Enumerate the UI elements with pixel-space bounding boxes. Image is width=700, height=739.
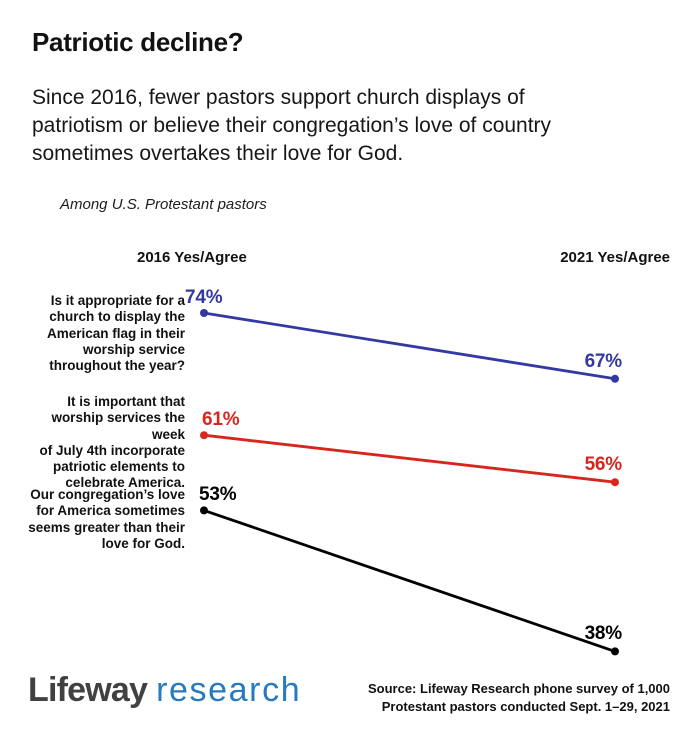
question-label-line: Our congregation’s love: [30, 487, 185, 502]
question-label-line: American flag in their: [46, 325, 185, 341]
question-label-line: patriotic elements to: [52, 459, 185, 475]
slope-line-0: [203, 311, 616, 381]
data-point-2-start: [200, 506, 208, 515]
data-point-0-start: [200, 309, 208, 317]
question-label-line: of July 4th incorporate: [39, 442, 185, 458]
question-label-line: It is important that: [67, 394, 185, 409]
data-point-2-end: [611, 647, 619, 656]
source-line: Source: Lifeway Research phone survey of…: [367, 681, 670, 696]
column-header-2021: 2021 Yes/Agree: [560, 249, 670, 266]
logo-primary-text: Lifeway: [28, 671, 148, 709]
data-point-1-end: [611, 478, 619, 487]
question-label-line: worship service: [82, 341, 185, 357]
data-point-1-start: [200, 431, 208, 440]
subtitle-line: patriotism or believe their congregation…: [32, 114, 552, 137]
question-label-line: Is it appropriate for a: [50, 293, 185, 308]
subtitle-line: Since 2016, fewer pastors support church…: [32, 86, 525, 109]
question-label-line: throughout the year?: [49, 358, 185, 374]
question-label-line: church to display the: [49, 309, 185, 325]
question-label-1: It is important that worship services the…: [15, 394, 185, 492]
source-line: Protestant pastors conducted Sept. 1–29,…: [381, 698, 670, 714]
question-label-0: Is it appropriate for a church to display…: [15, 293, 185, 374]
data-point-0-end: [611, 374, 619, 383]
value-label-1-2021: 56%: [584, 454, 623, 476]
slope-line-2: [203, 509, 616, 653]
value-label-0-2021: 67%: [584, 350, 623, 372]
source-attribution: Source: Lifeway Research phone survey of…: [368, 680, 670, 715]
value-label-1-2016: 61%: [202, 409, 240, 431]
question-label-line: love for God.: [101, 535, 185, 551]
slope-line-1: [203, 433, 616, 484]
question-label-line: worship services the week: [51, 410, 185, 442]
chart-title: Patriotic decline?: [32, 27, 244, 57]
chart-subtitle: Since 2016, fewer pastors support church…: [32, 84, 551, 168]
question-label-line: celebrate America.: [65, 475, 185, 491]
column-header-2016: 2016 Yes/Agree: [137, 249, 247, 266]
subtitle-line: sometimes overtakes their love for God.: [32, 142, 404, 165]
question-label-line: seems greater than their: [28, 519, 185, 535]
value-label-2-2021: 38%: [584, 623, 623, 645]
question-label-line: for America sometimes: [36, 503, 185, 519]
lifeway-research-logo: Lifeway research: [28, 671, 301, 710]
logo-secondary-text: research: [156, 671, 302, 709]
question-label-2: Our congregation’s love for America somet…: [15, 487, 185, 552]
value-label-2-2016: 53%: [199, 484, 237, 506]
population-note: Among U.S. Protestant pastors: [60, 196, 267, 213]
value-label-0-2016: 74%: [185, 287, 223, 308]
